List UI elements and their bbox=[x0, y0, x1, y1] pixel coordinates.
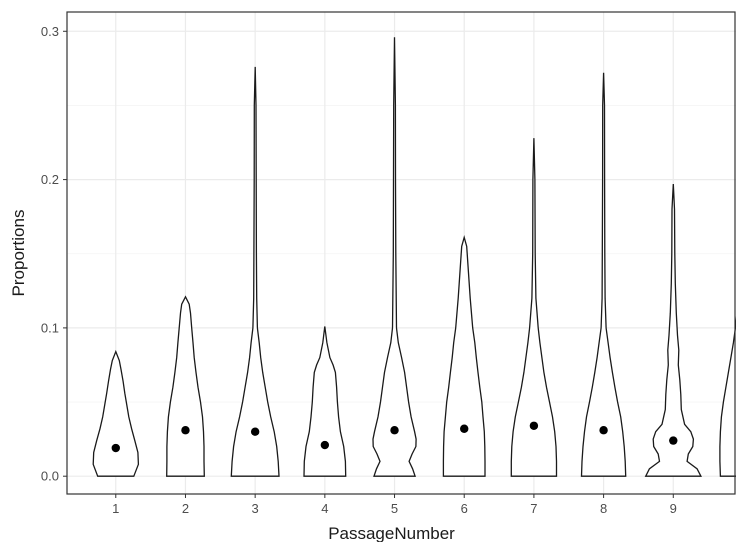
y-axis-title: Proportions bbox=[9, 210, 28, 297]
x-axis-title: PassageNumber bbox=[328, 524, 455, 542]
y-tick-label: 0.1 bbox=[41, 320, 59, 335]
x-tick-label: 1 bbox=[112, 501, 119, 516]
violin-10 bbox=[719, 315, 736, 477]
y-axis: 0.0 0.1 0.2 0.3 bbox=[41, 24, 67, 484]
mean-point-8 bbox=[599, 426, 608, 435]
violin-7 bbox=[510, 138, 558, 477]
y-tick-label: 0.2 bbox=[41, 172, 59, 187]
mean-point-3 bbox=[250, 427, 260, 436]
panel-border bbox=[66, 11, 736, 495]
mean-point-4 bbox=[320, 440, 330, 450]
y-tick-label: 0.3 bbox=[41, 24, 59, 39]
mean-point-6 bbox=[460, 424, 469, 433]
x-tick-label: 3 bbox=[252, 501, 259, 516]
mean-points bbox=[111, 421, 678, 453]
mean-point-9 bbox=[669, 436, 678, 445]
violin-8 bbox=[580, 72, 627, 477]
mean-point-7 bbox=[529, 421, 539, 430]
violin-1 bbox=[92, 349, 140, 477]
violin-5 bbox=[372, 37, 417, 477]
x-tick-label: 4 bbox=[321, 501, 328, 516]
mean-point-1 bbox=[111, 443, 120, 453]
violin-9 bbox=[644, 183, 702, 477]
mean-point-5 bbox=[390, 426, 399, 435]
x-tick-label: 5 bbox=[391, 501, 398, 516]
violin-2 bbox=[166, 295, 205, 477]
violin-4 bbox=[303, 326, 347, 477]
x-tick-label: 6 bbox=[461, 501, 468, 516]
x-tick-label: 2 bbox=[182, 501, 189, 516]
violin-6 bbox=[442, 234, 486, 477]
y-tick-label: 0.0 bbox=[41, 469, 59, 484]
violins bbox=[92, 37, 736, 477]
violin-3 bbox=[230, 66, 280, 477]
x-tick-label: 8 bbox=[600, 501, 607, 516]
x-tick-label: 9 bbox=[670, 501, 677, 516]
x-tick-label: 7 bbox=[530, 501, 537, 516]
x-axis: 12345678910 bbox=[112, 494, 736, 516]
mean-point-2 bbox=[181, 426, 190, 435]
